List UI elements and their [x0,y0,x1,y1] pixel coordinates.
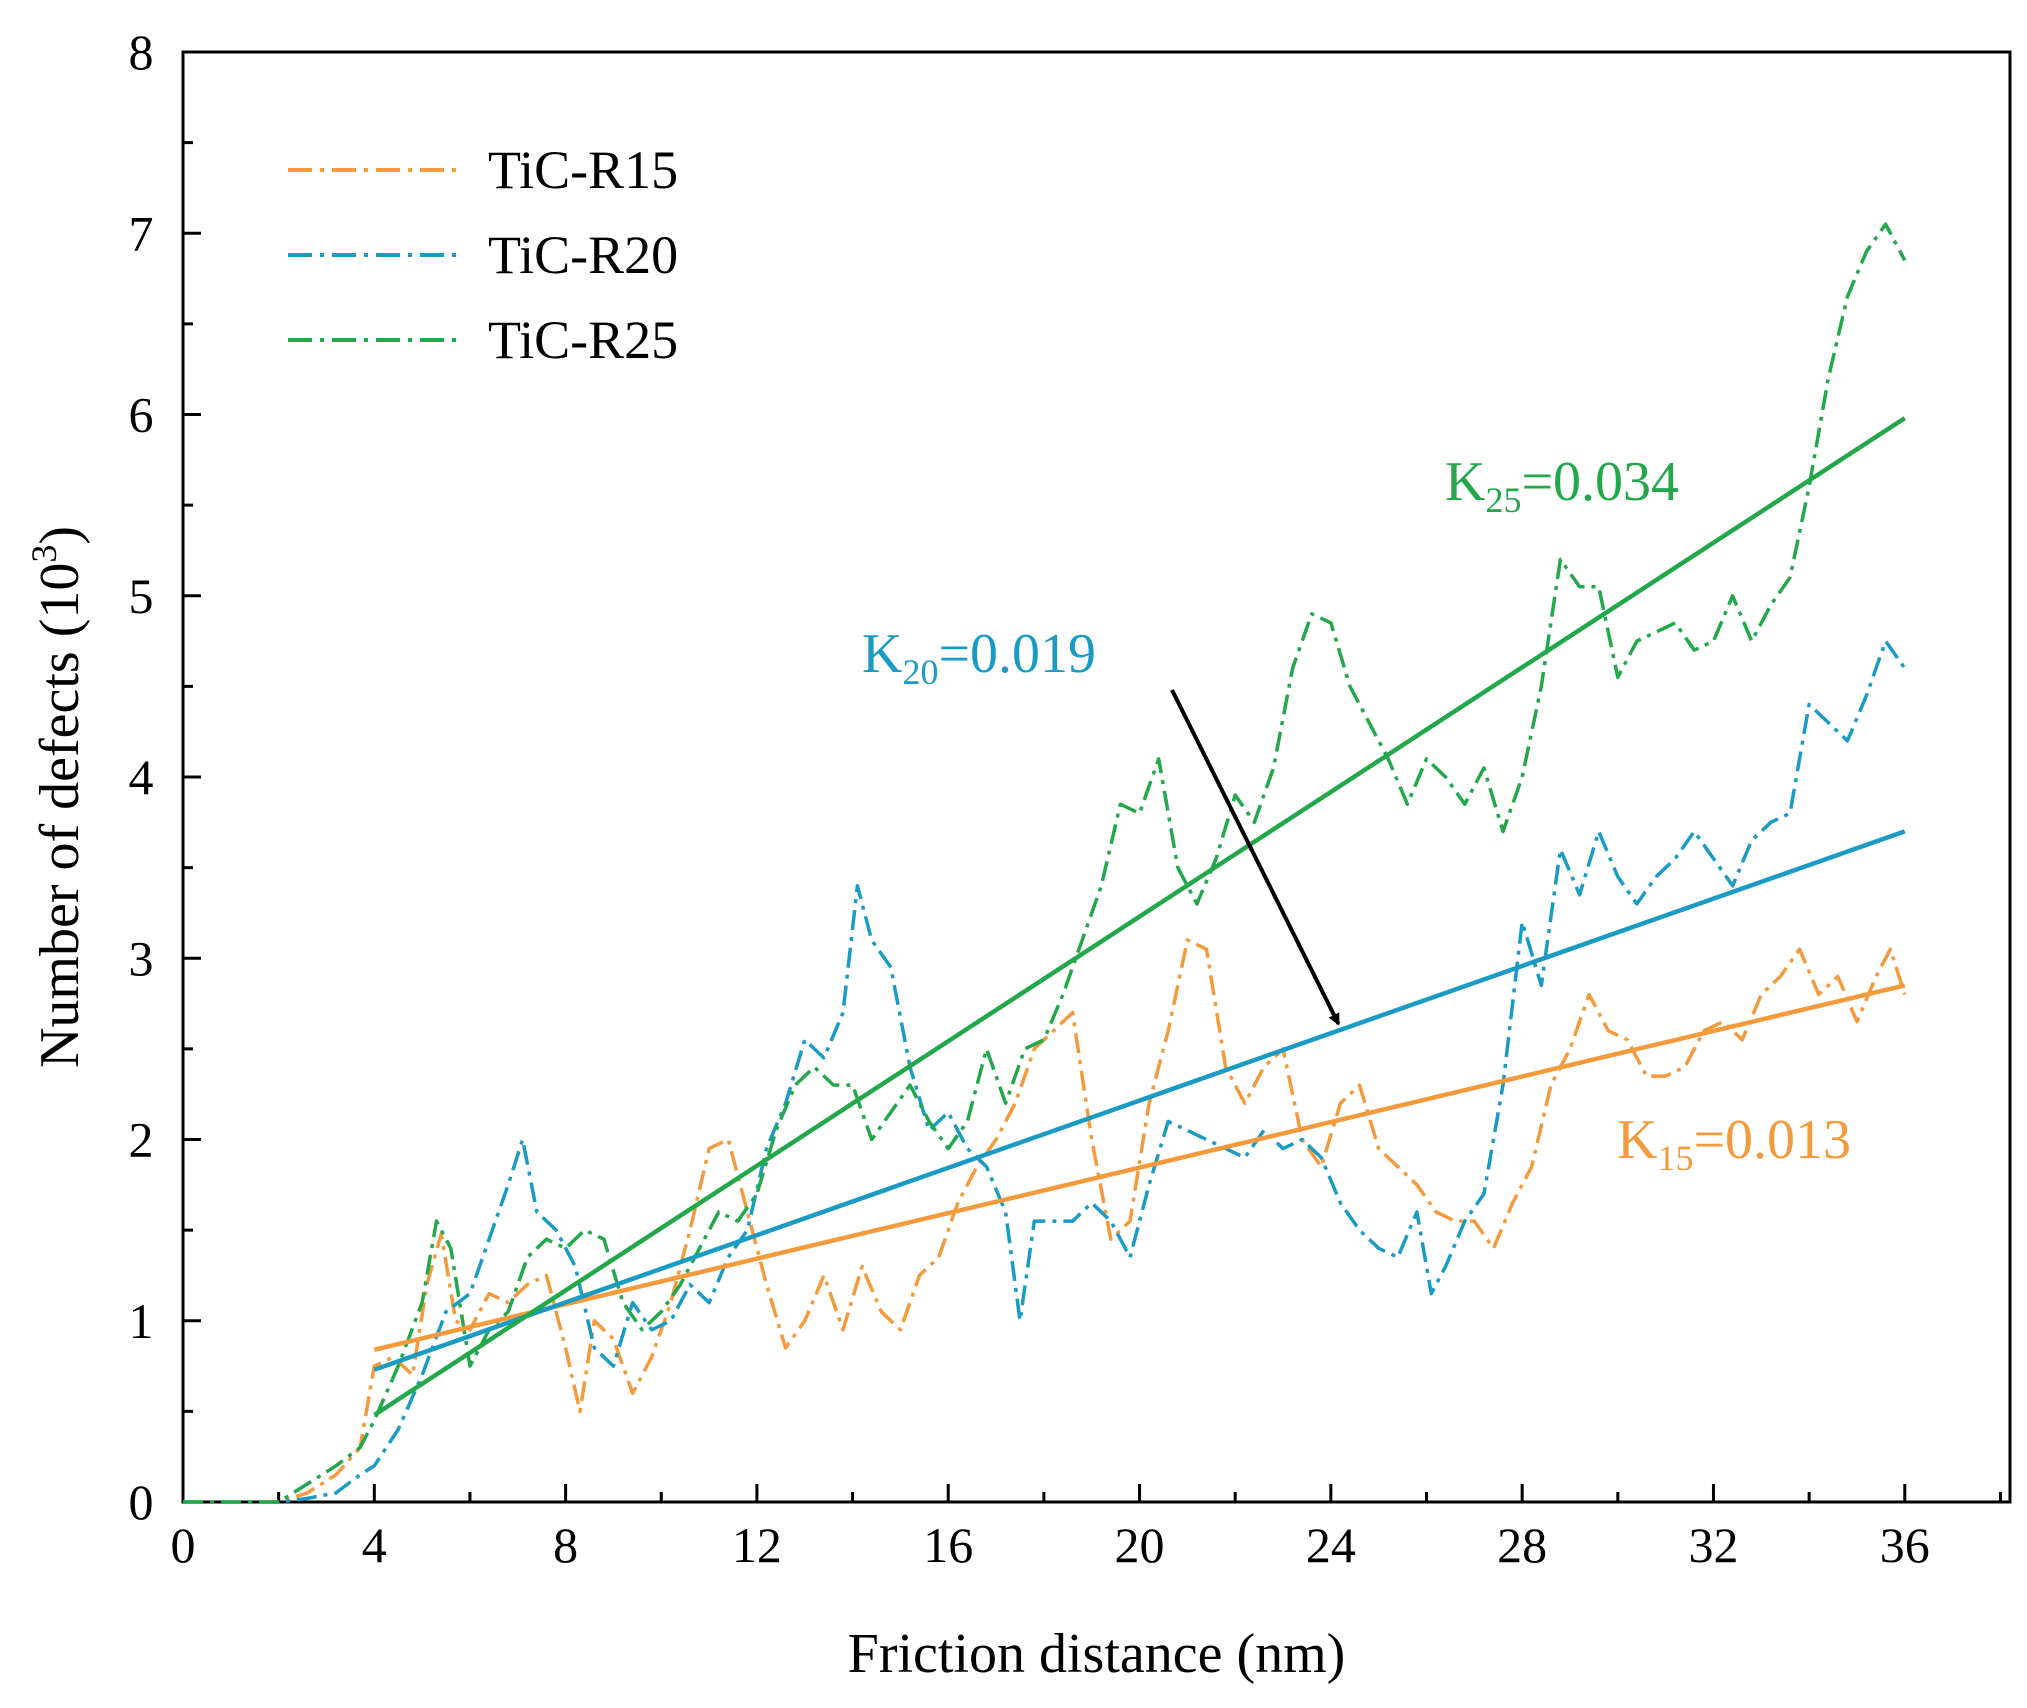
y-tick-label: 2 [129,1112,154,1168]
x-tick-label: 24 [1306,1517,1356,1573]
fit-lines [373,416,1907,1417]
y-tick-label: 0 [129,1474,154,1530]
x-axis-label: Friction distance (nm) [848,1623,1346,1685]
annotation-k15-value: =0.013 [1693,1109,1851,1171]
annotation-k15-base: K [1617,1109,1657,1171]
x-tick-label: 28 [1497,1517,1547,1573]
y-axis-ticks [183,50,201,1504]
legend: TiC-R15 TiC-R20 TiC-R25 [288,140,678,370]
legend-label-r15: TiC-R15 [488,140,678,200]
y-axis-tick-labels: 0 1 2 3 4 5 6 7 8 [129,24,154,1530]
legend-entry-r15: TiC-R15 [288,140,678,200]
y-tick-label: 7 [129,205,154,261]
annotation-k20-value: =0.019 [938,623,1096,685]
x-tick-label: 32 [1688,1517,1738,1573]
annotation-k25: K25=0.034 [1445,451,1679,520]
y-tick-label: 6 [129,387,154,443]
x-tick-label: 8 [553,1517,578,1573]
x-tick-label: 36 [1880,1517,1930,1573]
annotation-k25-value: =0.034 [1521,451,1679,513]
legend-label-r20: TiC-R20 [488,225,678,285]
y-tick-label: 3 [129,930,154,986]
y-tick-label: 1 [129,1293,154,1349]
x-tick-label: 16 [923,1517,973,1573]
annotation-k15-sub: 15 [1657,1138,1693,1178]
y-tick-label: 4 [129,749,154,805]
y-tick-label: 8 [129,24,154,80]
fit-line-r20 [373,829,1906,1372]
annotation-k25-sub: 25 [1485,480,1521,520]
x-axis-ticks [181,1484,2002,1502]
y-axis-label-main: Number of defects (10 [29,563,91,1068]
data-series [183,222,1907,1504]
x-tick-label: 0 [171,1517,196,1573]
legend-label-r25: TiC-R25 [488,310,678,370]
x-tick-label: 12 [732,1517,782,1573]
legend-entry-r20: TiC-R20 [288,225,678,285]
series-line-r15 [183,938,1907,1504]
k20-arrow [1170,689,1341,1026]
legend-entry-r25: TiC-R25 [288,310,678,370]
annotation-k20: K20=0.019 [862,623,1096,692]
fit-line-r25 [373,416,1907,1417]
fit-line-r15 [373,983,1906,1352]
annotation-k25-base: K [1445,451,1485,513]
x-tick-label: 4 [362,1517,387,1573]
annotation-k20-base: K [862,623,902,685]
y-axis-label-tail: ) [29,526,91,545]
annotation-k20-sub: 20 [902,652,938,692]
series-line-r25 [183,222,1907,1504]
x-tick-label: 20 [1115,1517,1165,1573]
y-axis-label-sup: 3 [24,545,64,563]
x-axis-tick-labels: 0 4 8 12 16 20 24 28 32 36 [171,1517,1930,1573]
y-tick-label: 5 [129,568,154,624]
annotation-k15: K15=0.013 [1617,1109,1851,1178]
y-axis-label: Number of defects (103) [24,526,91,1068]
